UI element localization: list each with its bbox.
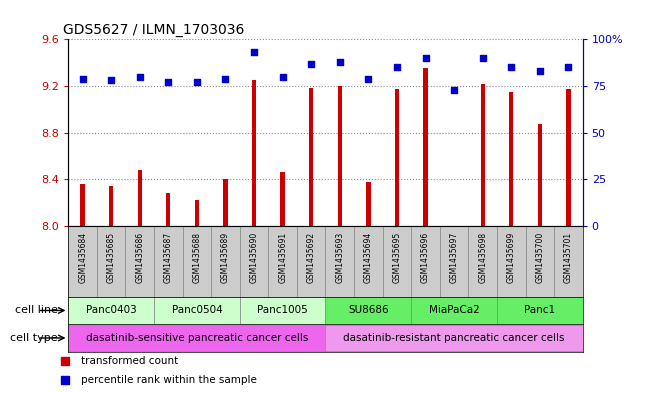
Text: GDS5627 / ILMN_1703036: GDS5627 / ILMN_1703036 xyxy=(63,23,245,37)
Text: SU8686: SU8686 xyxy=(348,305,389,316)
Bar xyxy=(97,226,126,297)
Bar xyxy=(554,226,583,297)
Text: GSM1435688: GSM1435688 xyxy=(193,231,201,283)
Point xyxy=(249,49,259,55)
Text: MiaPaCa2: MiaPaCa2 xyxy=(429,305,479,316)
Bar xyxy=(326,297,411,324)
Bar xyxy=(166,193,171,226)
Bar xyxy=(354,226,383,297)
Bar xyxy=(538,125,542,226)
Bar xyxy=(137,170,142,226)
Point xyxy=(77,75,88,82)
Text: GSM1435691: GSM1435691 xyxy=(278,231,287,283)
Text: GSM1435689: GSM1435689 xyxy=(221,231,230,283)
Point xyxy=(163,79,174,85)
Point xyxy=(392,64,402,70)
Bar xyxy=(68,325,326,351)
Bar xyxy=(154,297,240,324)
Text: GSM1435685: GSM1435685 xyxy=(107,231,116,283)
Bar xyxy=(497,297,583,324)
Bar xyxy=(297,226,326,297)
Point xyxy=(191,79,202,85)
Bar xyxy=(252,80,256,226)
Text: cell type: cell type xyxy=(10,333,58,343)
Point xyxy=(421,55,431,61)
Text: GSM1435696: GSM1435696 xyxy=(421,231,430,283)
Bar xyxy=(497,226,525,297)
Point xyxy=(306,61,316,67)
Bar xyxy=(183,226,211,297)
Point xyxy=(277,73,288,80)
Bar xyxy=(440,226,468,297)
Bar xyxy=(468,226,497,297)
Point xyxy=(220,75,230,82)
Bar xyxy=(423,68,428,226)
Point xyxy=(335,59,345,65)
Text: GSM1435700: GSM1435700 xyxy=(535,231,544,283)
Text: GSM1435695: GSM1435695 xyxy=(393,231,402,283)
Text: dasatinib-sensitive pancreatic cancer cells: dasatinib-sensitive pancreatic cancer ce… xyxy=(86,333,308,343)
Text: Panc0504: Panc0504 xyxy=(172,305,222,316)
Text: GSM1435692: GSM1435692 xyxy=(307,231,316,283)
Bar xyxy=(211,226,240,297)
Bar xyxy=(68,226,97,297)
Text: percentile rank within the sample: percentile rank within the sample xyxy=(81,375,257,385)
Bar xyxy=(411,226,440,297)
Bar xyxy=(268,226,297,297)
Text: Panc1: Panc1 xyxy=(524,305,555,316)
Bar xyxy=(281,172,284,226)
Text: transformed count: transformed count xyxy=(81,356,178,366)
Bar xyxy=(383,226,411,297)
Text: GSM1435701: GSM1435701 xyxy=(564,231,573,283)
Text: GSM1435698: GSM1435698 xyxy=(478,231,487,283)
Bar xyxy=(411,297,497,324)
Point xyxy=(449,86,459,93)
Bar xyxy=(509,92,514,226)
Bar xyxy=(480,84,485,226)
Bar xyxy=(326,226,354,297)
Text: dasatinib-resistant pancreatic cancer cells: dasatinib-resistant pancreatic cancer ce… xyxy=(343,333,565,343)
Text: GSM1435694: GSM1435694 xyxy=(364,231,373,283)
Point xyxy=(534,68,545,74)
Bar xyxy=(223,179,228,226)
Bar xyxy=(68,297,154,324)
Bar xyxy=(338,86,342,226)
Text: GSM1435693: GSM1435693 xyxy=(335,231,344,283)
Bar xyxy=(525,226,554,297)
Point xyxy=(363,75,374,82)
Bar xyxy=(395,90,399,226)
Bar xyxy=(109,186,113,226)
Text: Panc0403: Panc0403 xyxy=(86,305,137,316)
Bar xyxy=(126,226,154,297)
Text: GSM1435690: GSM1435690 xyxy=(249,231,258,283)
Bar xyxy=(81,184,85,226)
Bar xyxy=(240,297,326,324)
Bar xyxy=(367,182,370,226)
Point xyxy=(135,73,145,80)
Text: cell line: cell line xyxy=(15,305,58,316)
Point xyxy=(477,55,488,61)
Text: GSM1435699: GSM1435699 xyxy=(506,231,516,283)
Point xyxy=(563,64,574,70)
Point xyxy=(106,77,117,84)
Text: GSM1435697: GSM1435697 xyxy=(450,231,458,283)
Bar xyxy=(566,90,570,226)
Bar xyxy=(154,226,183,297)
Text: GSM1435687: GSM1435687 xyxy=(164,231,173,283)
Text: Panc1005: Panc1005 xyxy=(257,305,308,316)
Bar xyxy=(240,226,268,297)
Text: GSM1435684: GSM1435684 xyxy=(78,231,87,283)
Bar xyxy=(326,325,583,351)
Bar xyxy=(309,88,313,226)
Point xyxy=(506,64,516,70)
Bar xyxy=(195,200,199,226)
Text: GSM1435686: GSM1435686 xyxy=(135,231,145,283)
